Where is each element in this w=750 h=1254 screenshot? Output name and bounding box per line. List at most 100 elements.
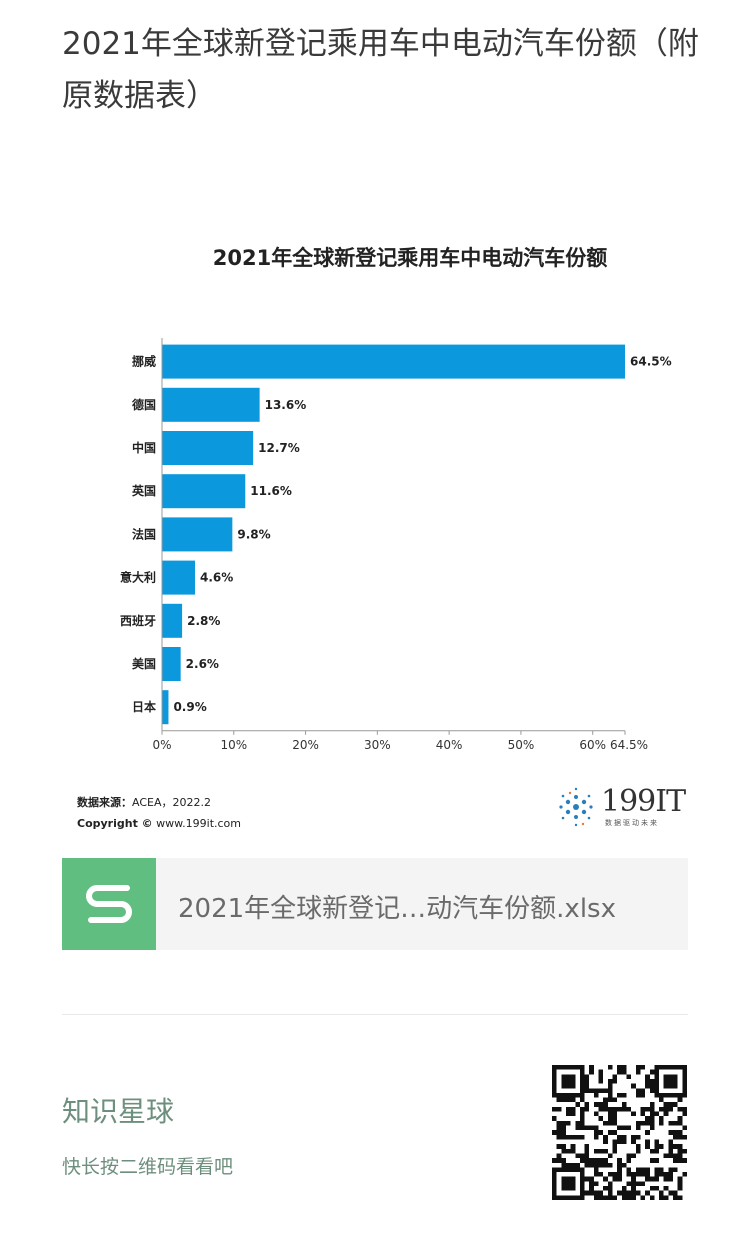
x-tick-label-7: 64.5% <box>610 738 648 752</box>
qr-module <box>649 1111 655 1117</box>
qr-module <box>663 1153 669 1159</box>
qr-module <box>570 1148 576 1154</box>
qr-module <box>612 1097 618 1103</box>
qr-module <box>565 1195 571 1200</box>
qr-module <box>621 1102 627 1107</box>
qr-module <box>561 1074 566 1079</box>
qr-module <box>565 1078 571 1084</box>
qr-module <box>570 1065 576 1070</box>
category-label-0: 挪威 <box>132 354 156 369</box>
qr-module <box>663 1102 669 1107</box>
qr-module <box>645 1106 650 1112</box>
qr-module <box>631 1186 636 1191</box>
qr-module <box>579 1181 585 1187</box>
qr-module <box>663 1176 669 1182</box>
qr-module <box>654 1065 660 1070</box>
qr-module <box>575 1125 580 1131</box>
qr-module <box>579 1176 585 1182</box>
qr-module <box>668 1065 674 1070</box>
qr-module <box>677 1116 683 1121</box>
qr-module <box>668 1176 674 1182</box>
qr-module <box>607 1162 613 1168</box>
attachment-filename[interactable]: 2021年全球新登记…动汽车份额.xlsx <box>178 894 616 924</box>
qr-module <box>645 1190 650 1196</box>
qr-module <box>552 1088 557 1093</box>
qr-module <box>565 1092 571 1098</box>
category-label-1: 德国 <box>132 397 156 412</box>
qr-module <box>603 1186 608 1191</box>
qr-module <box>565 1181 571 1187</box>
qr-module <box>570 1144 576 1149</box>
qr-module <box>649 1148 655 1154</box>
qr-module <box>607 1083 613 1089</box>
qr-module <box>556 1125 562 1131</box>
qr-module <box>673 1144 678 1149</box>
qr-module <box>677 1181 683 1187</box>
qr-module <box>607 1186 613 1191</box>
qr-module <box>561 1167 566 1173</box>
qr-module <box>640 1065 646 1070</box>
qr-module <box>682 1172 687 1177</box>
chart-title: 2021年全球新登记乘用车中电动汽车份额 <box>212 246 608 270</box>
bar-8 <box>162 690 169 725</box>
bar-2 <box>162 431 254 465</box>
source-value: ACEA，2022.2 <box>132 796 211 809</box>
qr-module <box>565 1065 571 1070</box>
qr-module <box>584 1078 590 1084</box>
qr-module <box>584 1125 590 1131</box>
qr-module <box>561 1134 566 1140</box>
qr-module <box>607 1172 613 1177</box>
qr-module <box>552 1176 557 1182</box>
article-title: 2021年全球新登记乘用车中电动汽车份额（附原数据表） <box>62 26 699 114</box>
qr-module <box>635 1134 641 1140</box>
qr-module <box>598 1162 604 1168</box>
qr-module <box>593 1092 599 1098</box>
qr-module <box>668 1078 674 1084</box>
qr-module <box>565 1167 571 1173</box>
category-label-4: 法国 <box>132 526 156 541</box>
qr-module <box>561 1092 566 1098</box>
qr-module <box>668 1092 674 1098</box>
qr-module <box>635 1167 641 1173</box>
qr-module <box>556 1130 562 1135</box>
qr-module <box>645 1144 650 1149</box>
qr-module <box>631 1176 636 1182</box>
qr-module <box>570 1078 576 1084</box>
value-label-3: 11.6% <box>250 484 292 498</box>
bar-0 <box>162 344 625 379</box>
qr-module <box>673 1078 678 1084</box>
qr-module <box>570 1195 576 1200</box>
bar-4 <box>162 517 233 552</box>
qr-module <box>649 1125 655 1131</box>
qr-module <box>631 1195 636 1200</box>
qr-module <box>589 1176 594 1182</box>
qr-module <box>659 1195 664 1200</box>
attachment-card[interactable]: 2021年全球新登记…动汽车份额.xlsx <box>62 858 688 950</box>
qr-module <box>659 1144 664 1149</box>
qr-module <box>570 1186 576 1191</box>
qr-module <box>617 1190 622 1196</box>
qr-module <box>598 1116 604 1121</box>
qr-module <box>649 1106 655 1112</box>
qr-module <box>621 1195 627 1200</box>
qr-module <box>575 1195 580 1200</box>
qr-module <box>663 1172 669 1177</box>
qr-module <box>607 1088 613 1093</box>
qr-module <box>598 1158 604 1163</box>
qr-module <box>570 1092 576 1098</box>
qr-module <box>677 1144 683 1149</box>
x-tick-label-5: 50% <box>508 738 535 752</box>
qr-module <box>612 1176 618 1182</box>
qr-module <box>561 1176 566 1182</box>
category-label-5: 意大利 <box>120 570 156 585</box>
qr-module <box>626 1106 632 1112</box>
qr-code-icon[interactable] <box>552 1065 687 1200</box>
qr-module <box>589 1158 594 1163</box>
qr-module <box>593 1172 599 1177</box>
qr-module <box>579 1120 585 1126</box>
qr-module <box>663 1111 669 1117</box>
category-label-7: 美国 <box>132 656 156 671</box>
qr-module <box>682 1078 687 1084</box>
qr-module <box>561 1125 566 1131</box>
value-label-7: 2.6% <box>186 657 219 671</box>
